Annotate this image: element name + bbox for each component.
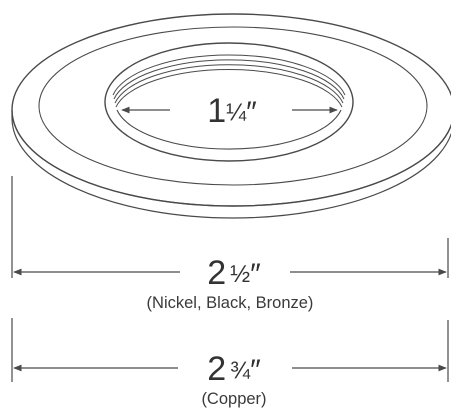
ring-outer-edge [11,109,451,219]
inner-dimension-label: 1¼″ [207,92,257,130]
thread-line [115,69,343,108]
ring-outer-rim [11,13,451,207]
trim-ring [11,13,451,219]
inner-dimension: 1¼″ [121,92,338,130]
middle-dimension: 2 ½″ (Nickel, Black, Bronze) [13,254,447,312]
thread-line [114,64,344,104]
thread-line [113,59,345,100]
opening-outer-edge [104,42,354,162]
middle-dimension-note: (Nickel, Black, Bronze) [147,294,314,312]
ring-inner-rim [38,26,428,186]
opening-inner-edge [116,109,342,150]
outer-dimension-note: (Copper) [201,390,266,408]
middle-dimension-label: 2 ½″ [207,254,261,292]
thread-line [112,54,346,96]
outer-dimension: 2 ¾″ (Copper) [13,350,447,408]
outer-dimension-label: 2 ¾″ [207,350,261,388]
